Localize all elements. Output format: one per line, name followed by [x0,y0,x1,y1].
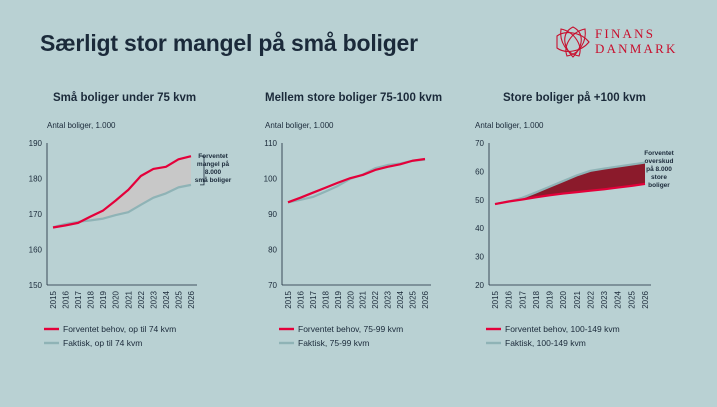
chart-2-unit-label: Antal boliger, 1.000 [475,121,544,130]
chart-1-x-tick: 2026 [421,290,430,308]
chart-0-unit-label: Antal boliger, 1.000 [47,121,116,130]
chart-2-y-tick: 50 [475,196,484,205]
chart-0-x-tick: 2018 [87,290,96,308]
chart-2-y-tick: 20 [475,281,484,290]
chart-1-x-tick: 2016 [296,290,305,308]
chart-0-legend-label-0: Forventet behov, op til 74 kvm [63,324,176,334]
chart-0-annotation-line: mangel på [197,160,230,168]
chart-2-x-tick: 2026 [641,290,650,308]
chart-0-x-tick: 2019 [99,290,108,308]
chart-0-y-tick: 150 [29,281,43,290]
finans-danmark-logo: FINANS DANMARK [553,24,703,60]
chart-0-x-tick: 2015 [49,290,58,308]
chart-1-title: Mellem store boliger 75-100 kvm [265,92,442,104]
slide-title: Særligt stor mangel på små boliger [40,30,418,56]
chart-2-x-tick: 2018 [532,290,541,308]
chart-0-title: Små boliger under 75 kvm [53,92,196,104]
chart-1-x-tick: 2024 [396,290,405,308]
chart-0-y-tick: 190 [29,139,43,148]
chart-1-y-tick: 80 [268,246,277,255]
chart-0-x-tick: 2021 [124,290,133,308]
chart-2-annotation-line: på 8.000 [646,165,672,173]
chart-2-x-tick: 2016 [505,290,514,308]
chart-2-y-tick: 30 [475,253,484,262]
chart-0-x-tick: 2023 [149,290,158,308]
chart-0-y-tick: 170 [29,210,43,219]
chart-0-x-tick: 2022 [137,290,146,308]
chart-0-annotation-line: små boliger [195,176,232,184]
chart-1-x-tick: 2022 [371,290,380,308]
logo-wordmark: FINANS DANMARK [595,26,678,56]
chart-1-x-tick: 2015 [284,290,293,308]
chart-0-x-tick: 2016 [62,290,71,308]
chart-1-y-tick: 70 [268,281,277,290]
chart-1-x-tick: 2021 [359,290,368,308]
chart-0-annotation-bracket [200,155,205,186]
chart-1-x-tick: 2017 [309,290,318,308]
chart-1-y-tick: 90 [268,210,277,219]
chart-2-annotation-line: overskud [645,158,674,165]
chart-0-shortage-area [53,156,191,228]
chart-0-y-tick: 160 [29,246,43,255]
logo-line-2: DANMARK [595,41,678,56]
chart-2-x-tick: 2022 [586,290,595,308]
chart-2-legend-label-0: Forventet behov, 100-149 kvm [505,324,620,334]
chart-0-x-tick: 2026 [187,290,196,308]
chart-0-x-tick: 2020 [112,290,121,308]
chart-0-annotation-line: Forventet [198,153,228,160]
chart-1-x-tick: 2019 [334,290,343,308]
chart-1-x-tick: 2023 [384,290,393,308]
chart-2-y-tick: 70 [475,139,484,148]
chart-1-x-tick: 2025 [409,290,418,308]
chart-2-x-tick: 2021 [573,290,582,308]
chart-2-annotation-line: boliger [648,182,670,189]
chart-1-y-tick: 110 [264,139,277,148]
chart-1-series-actual-line [287,158,426,204]
chart-1-x-tick: 2018 [321,290,330,308]
chart-0-annotation-line: 8.000 [205,169,222,176]
chart-2-x-tick: 2017 [518,290,527,308]
chart-0-series-actual-line [52,183,192,229]
chart-2-y-tick: 40 [475,224,484,233]
chart-2-title: Store boliger på +100 kvm [503,92,646,104]
chart-1-unit-label: Antal boliger, 1.000 [265,121,334,130]
chart-2-x-tick: 2023 [600,290,609,308]
chart-2-x-tick: 2020 [559,290,568,308]
chart-0-y-tick: 180 [29,175,43,184]
chart-1-legend-label-1: Faktisk, 75-99 kvm [298,338,369,348]
chart-1-x-tick: 2020 [346,290,355,308]
knot-logo-icon [556,26,590,58]
chart-1-series-expected-line [287,157,426,204]
chart-0-x-tick: 2024 [162,290,171,308]
chart-2-series-actual-line [494,161,646,206]
chart-2-surplus-area [495,162,645,205]
chart-2-annotation-line: store [651,174,667,181]
chart-2-series-expected-line [494,182,646,206]
chart-0-legend-label-1: Faktisk, op til 74 kvm [63,338,142,348]
chart-2-legend-label-1: Faktisk, 100-149 kvm [505,338,586,348]
chart-1-legend-label-0: Forventet behov, 75-99 kvm [298,324,403,334]
chart-0-x-tick: 2017 [74,290,83,308]
logo-line-1: FINANS [595,26,656,41]
chart-0-x-tick: 2025 [174,290,183,308]
chart-2-x-tick: 2024 [614,290,623,308]
chart-2-x-tick: 2025 [627,290,636,308]
chart-2-x-tick: 2019 [546,290,555,308]
chart-1-y-tick: 100 [264,175,278,184]
chart-2-y-tick: 60 [475,167,484,176]
chart-2-x-tick: 2015 [491,290,500,308]
chart-2-annotation-line: Forventet [644,150,674,157]
chart-0-series-expected-line [52,155,192,229]
